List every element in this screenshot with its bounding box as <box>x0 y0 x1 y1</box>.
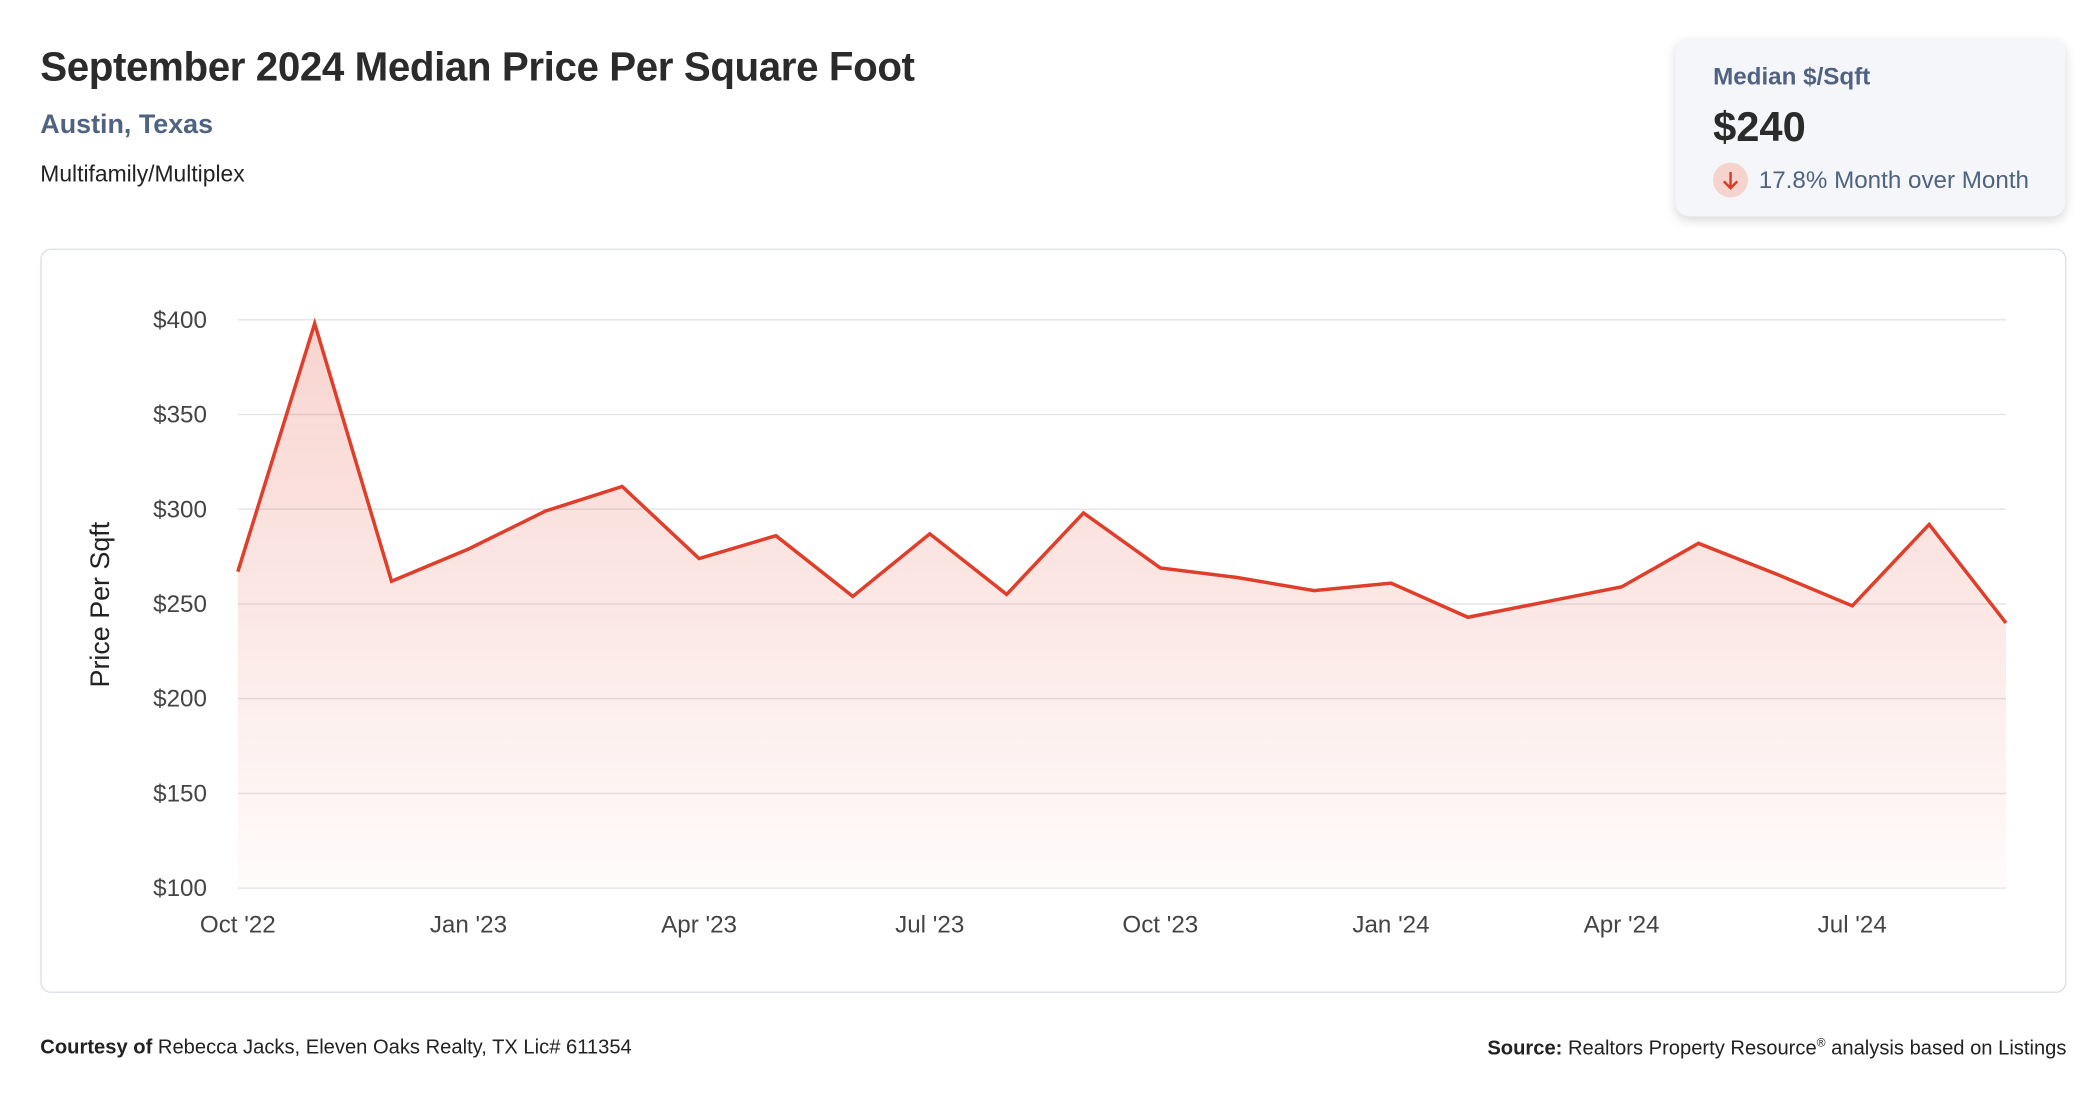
area-fill <box>237 323 2006 889</box>
y-tick-label: $350 <box>153 402 207 429</box>
source-suffix: analysis based on Listings <box>1825 1037 2067 1061</box>
chart-container <box>40 248 2067 993</box>
source: Source: Realtors Property Resource® anal… <box>1487 1036 2066 1060</box>
x-tick-label: Apr '24 <box>1584 911 1660 938</box>
arrow-down-icon <box>1713 162 1749 198</box>
source-label: Source: <box>1487 1037 1563 1061</box>
x-tick-label: Jan '23 <box>430 911 507 938</box>
change-text: 17.8% Month over Month <box>1758 165 2030 193</box>
x-tick-label: Oct '23 <box>1122 911 1198 938</box>
source-text: Realtors Property Resource <box>1567 1037 1817 1061</box>
y-tick-label: $250 <box>153 591 207 618</box>
registered-mark: ® <box>1816 1035 1826 1050</box>
property-type: Multifamily/Multiplex <box>40 161 245 187</box>
x-tick-label: Apr '23 <box>661 911 737 938</box>
y-tick-label: $150 <box>153 780 207 807</box>
y-tick-label: $300 <box>153 496 207 523</box>
courtesy: Courtesy of Rebecca Jacks, Eleven Oaks R… <box>40 1036 631 1059</box>
summary-label: Median $/Sqft <box>1713 63 1871 91</box>
y-tick-label: $400 <box>153 307 207 334</box>
summary-card: Median $/Sqft $240 17.8% Month over Mont… <box>1675 38 2066 217</box>
courtesy-text: Rebecca Jacks, Eleven Oaks Realty, TX Li… <box>157 1035 632 1059</box>
location: Austin, Texas <box>40 110 214 140</box>
y-axis-label: Price Per Sqft <box>85 521 115 687</box>
courtesy-label: Courtesy of <box>40 1035 153 1059</box>
page-title: September 2024 Median Price Per Square F… <box>40 45 915 91</box>
price-chart: $100 $150 $200 $250 $300 $350 $400 Oct '22 Jan … <box>85 307 2008 938</box>
x-tick-label: Jul '23 <box>895 911 964 938</box>
y-tick-label: $200 <box>153 686 207 713</box>
x-tick-label: Oct '22 <box>200 911 276 938</box>
y-tick-label: $100 <box>153 875 207 902</box>
x-tick-label: Jan '24 <box>1352 911 1429 938</box>
x-tick-label: Jul '24 <box>1818 911 1887 938</box>
summary-change: 17.8% Month over Month <box>1713 162 2030 198</box>
summary-value: $240 <box>1713 103 1806 151</box>
series-line <box>236 317 2008 624</box>
